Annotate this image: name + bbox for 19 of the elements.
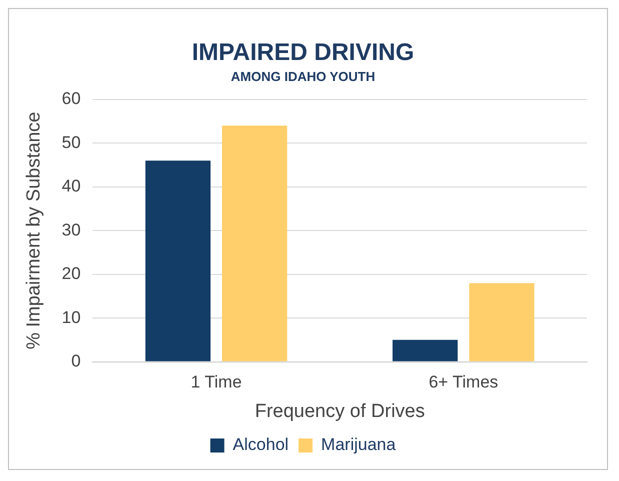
bar	[469, 283, 534, 362]
bar	[392, 340, 458, 362]
x-tick-label: 1 Time	[190, 372, 242, 392]
legend-label: Marijuana	[321, 435, 396, 454]
legend-label: Alcohol	[232, 435, 289, 454]
y-axis-title: % Impairment by Substance	[24, 112, 45, 350]
x-tick-label: 6+ Times	[428, 372, 498, 392]
y-tick-label: 0	[71, 351, 81, 370]
y-tick-label: 60	[62, 89, 81, 108]
bar	[145, 160, 211, 362]
chart-title: IMPAIRED DRIVING	[192, 39, 414, 66]
y-tick-label: 40	[62, 176, 81, 196]
x-axis-title: Frequency of Drives	[254, 400, 425, 422]
y-tick-label: 20	[62, 264, 81, 284]
y-tick-label: 50	[62, 132, 81, 152]
y-tick-label: 10	[62, 308, 81, 327]
bar	[222, 126, 288, 362]
chart-subtitle: AMONG IDAHO YOUTH	[230, 69, 376, 84]
y-tick-label: 30	[62, 220, 81, 240]
